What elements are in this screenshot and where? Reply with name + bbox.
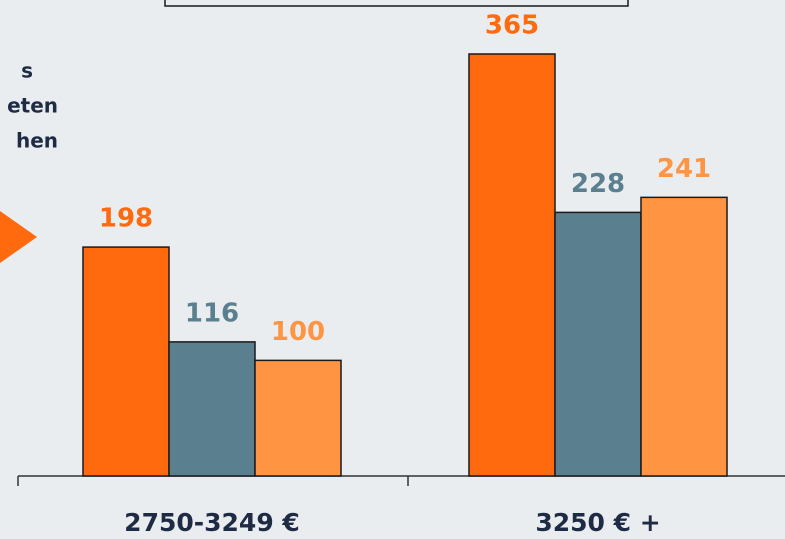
value-label: 241 xyxy=(657,154,711,184)
value-label: 116 xyxy=(185,298,239,328)
x-tick-label: 3250 € + xyxy=(535,508,660,537)
arrow xyxy=(0,211,37,263)
value-label: 228 xyxy=(571,169,625,199)
annotation: hen xyxy=(16,129,58,153)
annotation: eten xyxy=(7,94,58,118)
value-label: 198 xyxy=(99,204,153,234)
bar xyxy=(254,359,342,477)
annotation: s xyxy=(21,59,33,83)
bar xyxy=(82,246,170,477)
bar xyxy=(168,341,256,477)
bar xyxy=(554,211,642,477)
value-label: 100 xyxy=(271,317,325,347)
x-tick-label: 2750-3249 € xyxy=(124,508,300,537)
bar xyxy=(468,53,556,477)
legend-box xyxy=(164,0,629,7)
bar xyxy=(640,196,728,477)
value-label: 365 xyxy=(485,11,539,41)
